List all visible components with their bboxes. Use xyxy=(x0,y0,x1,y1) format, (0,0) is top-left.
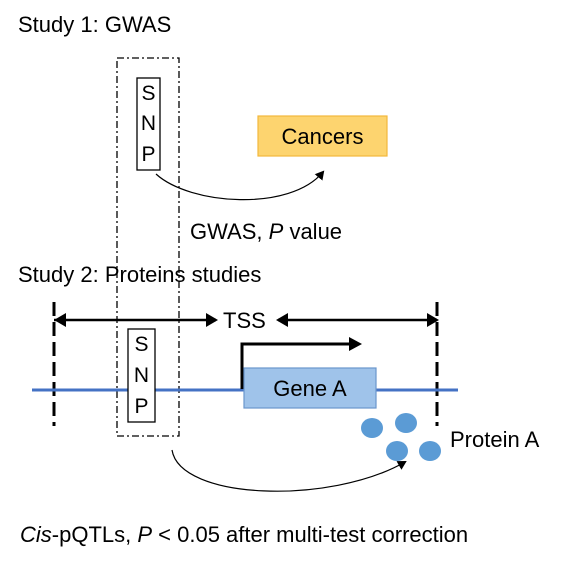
gwas-caption-p: P xyxy=(269,219,284,244)
cancers-label: Cancers xyxy=(282,124,364,149)
tss-arrow-right-head-right xyxy=(427,313,439,327)
cancers-box: Cancers xyxy=(257,115,388,157)
snp-letter: P xyxy=(141,143,155,166)
snp-letter: S xyxy=(134,333,148,356)
footer-text: -pQTLs, xyxy=(52,522,138,547)
gwas-arrow xyxy=(155,170,325,201)
protein-dot xyxy=(386,441,408,461)
tss-arrow-left-head-right xyxy=(206,313,218,327)
protein-dot xyxy=(361,418,383,438)
study1-title: Study 1: GWAS xyxy=(18,12,171,37)
gene-box-shape xyxy=(243,367,377,409)
pqtl-arrow xyxy=(171,449,407,492)
footer-cis: Cis xyxy=(20,522,52,547)
gwas-caption-prefix: GWAS, xyxy=(190,219,269,244)
snp-letter: N xyxy=(134,364,149,387)
footer-text2: < 0.05 after multi-test correction xyxy=(152,522,468,547)
snp-letter: N xyxy=(141,112,156,135)
cancers-box-shape xyxy=(257,115,388,157)
tss-arrow-right-head-left xyxy=(276,313,288,327)
protein-dots xyxy=(361,413,441,461)
transcription-start-arrow xyxy=(240,342,352,389)
snp-letter: P xyxy=(134,395,148,418)
protein-dot xyxy=(395,413,417,433)
gene-box: Gene A xyxy=(243,367,377,409)
snp-letter: S xyxy=(141,82,155,105)
transcription-start-arrowhead xyxy=(349,337,362,351)
tss-label: TSS xyxy=(223,308,266,333)
protein-label: Protein A xyxy=(450,427,540,452)
footer-p: P xyxy=(137,522,152,547)
gwas-caption-suffix: value xyxy=(283,219,342,244)
snp-box-study2: S N P xyxy=(127,328,156,423)
gene-label: Gene A xyxy=(273,376,347,401)
snp-region-box xyxy=(116,57,180,437)
tss-arrow-left-head-left xyxy=(54,313,66,327)
footer-caption: Cis-pQTLs, P < 0.05 after multi-test cor… xyxy=(20,522,468,547)
protein-dot xyxy=(419,441,441,461)
snp-box-study1: S N P xyxy=(136,77,161,171)
study2-title: Study 2: Proteins studies xyxy=(18,262,261,287)
gwas-caption: GWAS, P value xyxy=(190,219,342,244)
